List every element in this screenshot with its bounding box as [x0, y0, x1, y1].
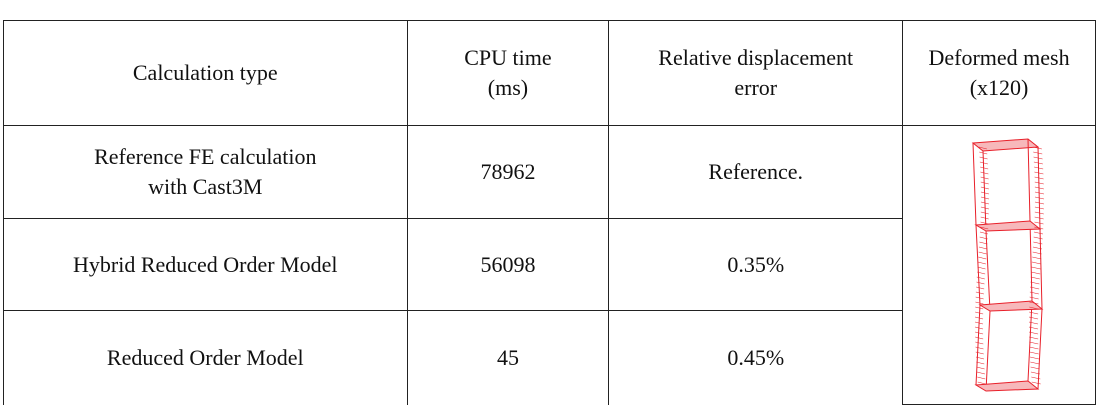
cell-text: (ms)	[416, 73, 601, 103]
mesh-line	[977, 377, 985, 379]
cell-text: Relative displacement	[617, 43, 894, 73]
deformed-mesh-figure	[958, 135, 1048, 397]
mesh-line	[1034, 237, 1043, 239]
mesh-line	[1031, 272, 1040, 274]
mesh-line	[1031, 277, 1040, 279]
page: {"table": { "headers": [["Calculation ty…	[0, 0, 1099, 404]
mesh-line	[979, 247, 987, 249]
mesh-line	[1030, 352, 1039, 354]
mesh-line	[1030, 357, 1039, 359]
table-cell: 56098	[407, 219, 609, 311]
mesh-line	[975, 342, 983, 344]
mesh-line	[980, 172, 988, 174]
mesh-line	[1029, 312, 1038, 314]
table-cell: Calculation type	[4, 21, 408, 126]
table-cell: CPU time(ms)	[407, 21, 609, 126]
mesh-line	[1035, 217, 1044, 219]
mesh-line	[978, 257, 986, 259]
table-cell: Reference.	[609, 126, 903, 219]
cell-text: Hybrid Reduced Order Model	[12, 250, 399, 280]
mesh-line	[980, 232, 988, 234]
cell-text: 56098	[416, 250, 601, 280]
mesh-line	[1030, 292, 1039, 294]
mesh-line	[981, 182, 989, 184]
cell-text: Calculation type	[12, 58, 399, 88]
mesh-line	[1030, 297, 1039, 299]
mesh-line	[1032, 267, 1041, 269]
mesh-line	[975, 307, 983, 309]
mesh-line	[981, 217, 989, 219]
table-cell: Reduced Order Model	[4, 311, 408, 405]
cell-text: Reference.	[617, 157, 894, 187]
mesh-line	[1034, 232, 1043, 234]
mesh-line	[976, 352, 984, 354]
mesh-line	[1031, 367, 1040, 369]
mesh-line	[1033, 242, 1042, 244]
mesh-line	[1032, 257, 1041, 259]
mesh-line	[978, 262, 986, 264]
cell-text: (x120)	[911, 73, 1087, 103]
mesh-line	[980, 222, 988, 224]
cell-text: 0.35%	[617, 250, 894, 280]
table-cell: 0.45%	[609, 311, 903, 405]
cell-text: 45	[416, 343, 601, 373]
cell-text: Reference FE calculation	[12, 142, 399, 172]
mesh-line	[977, 277, 985, 279]
mesh-line	[977, 372, 985, 374]
cell-text: with Cast3M	[12, 172, 399, 202]
mesh-line	[975, 337, 983, 339]
mesh-line	[1032, 382, 1041, 384]
cell-text: Deformed mesh	[911, 43, 1087, 73]
mesh-line	[977, 367, 985, 369]
mesh-line	[978, 267, 986, 269]
cell-text: Reduced Order Model	[12, 343, 399, 373]
mesh-line	[1032, 262, 1041, 264]
mesh-line	[1030, 362, 1039, 364]
table-cell: Deformed mesh(x120)	[903, 21, 1096, 126]
mesh-line	[1029, 322, 1038, 324]
cell-text: 0.45%	[617, 343, 894, 373]
mesh-line	[1029, 342, 1038, 344]
mesh-line	[976, 282, 984, 284]
mesh-line	[981, 177, 989, 179]
header-row: Calculation typeCPU time(ms)Relative dis…	[4, 21, 1096, 126]
table-cell: 0.35%	[609, 219, 903, 311]
table-cell: 78962	[407, 126, 609, 219]
table-cell: Reference FE calculationwith Cast3M	[4, 126, 408, 219]
mesh-line	[976, 287, 984, 289]
mesh-line	[978, 382, 986, 384]
table-cell: 45	[407, 311, 609, 405]
results-table: Calculation typeCPU time(ms)Relative dis…	[3, 20, 1096, 405]
cell-text: error	[617, 73, 894, 103]
table-cell: Hybrid Reduced Order Model	[4, 219, 408, 311]
mesh-line	[979, 252, 987, 254]
cell-text: CPU time	[416, 43, 601, 73]
mesh-line	[1029, 317, 1038, 319]
mesh-line	[1034, 222, 1043, 224]
mesh-line	[1030, 347, 1039, 349]
cell-text: 78962	[416, 157, 601, 187]
mesh-line	[976, 347, 984, 349]
